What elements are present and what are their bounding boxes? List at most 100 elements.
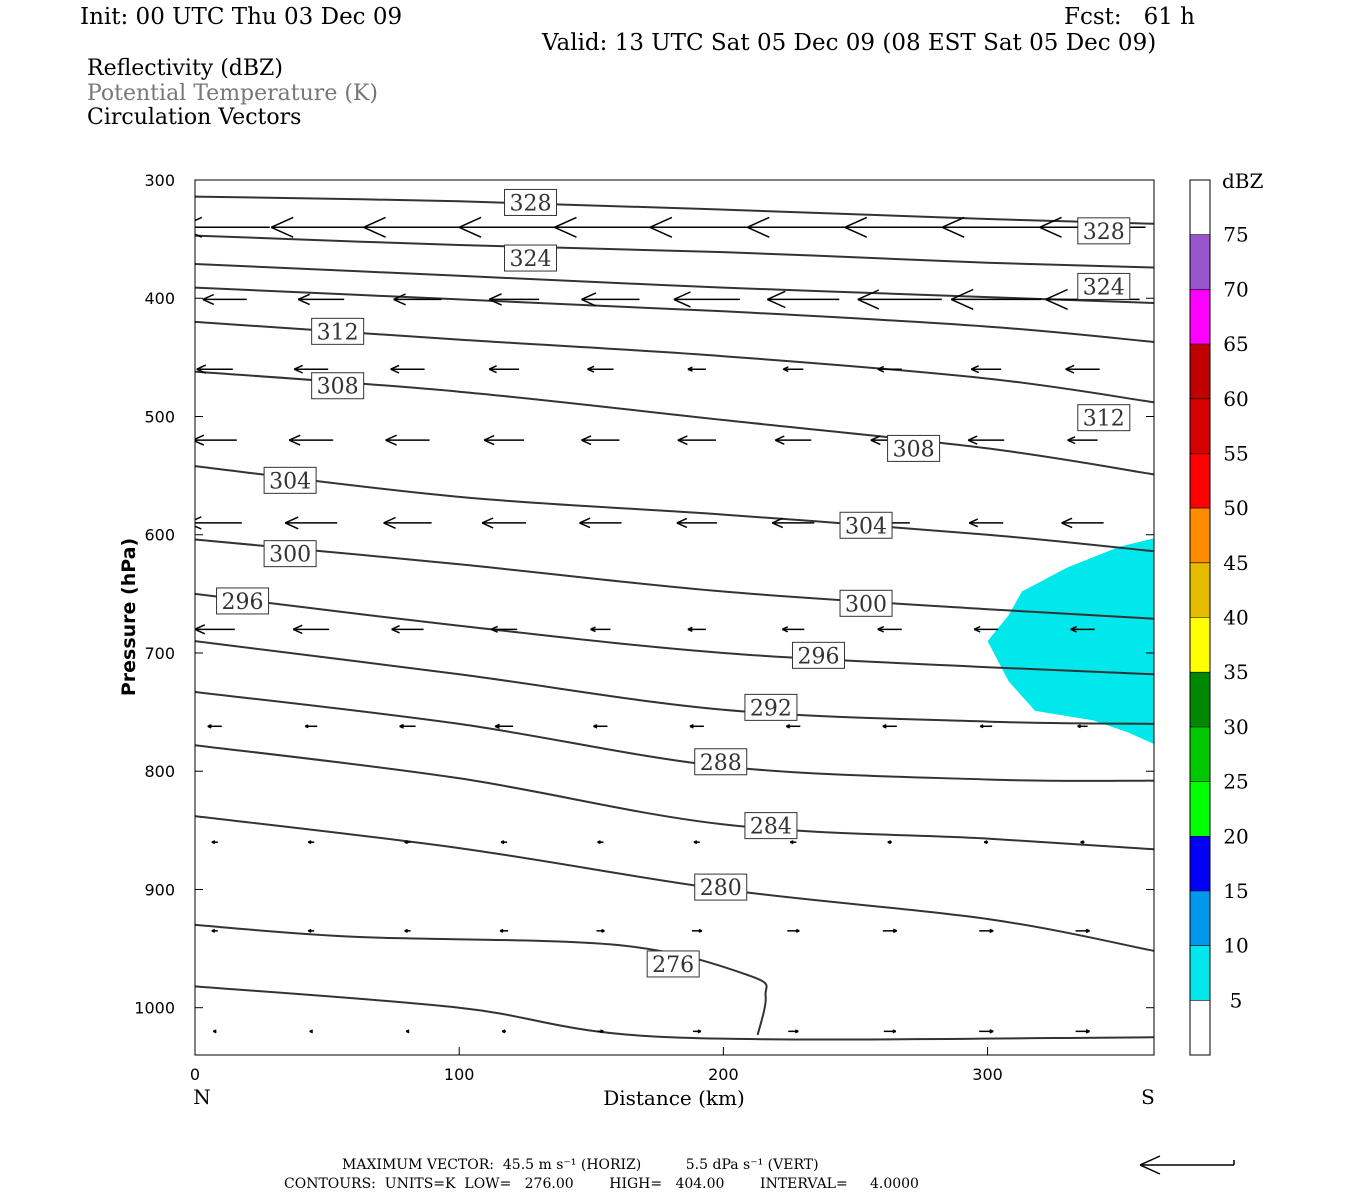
vector-arrow	[590, 626, 611, 633]
vector-arrow	[581, 292, 640, 307]
vector-arrow	[774, 435, 812, 445]
circulation-vectors	[195, 216, 1146, 1034]
contour-label-text: 288	[700, 751, 742, 776]
vector-arrow	[284, 516, 338, 530]
isentrope-304	[195, 465, 1154, 553]
vector-arrow	[196, 364, 233, 374]
contour-label-text: 276	[652, 953, 694, 978]
header-init: Init: 00 UTC Thu 03 Dec 09	[80, 4, 403, 30]
contour-label-328: 328	[504, 188, 558, 216]
contour-label-text: 280	[700, 876, 742, 901]
vector-arrow	[195, 624, 235, 635]
vector-arrow	[649, 216, 764, 238]
vector-arrow	[390, 364, 425, 374]
colorbar-swatch	[1190, 672, 1210, 727]
vector-arrow	[499, 928, 509, 933]
vector-arrow	[195, 434, 237, 446]
vector-arrow	[1061, 517, 1104, 529]
contour-label-text: 304	[845, 514, 887, 539]
vector-arrow	[692, 1029, 702, 1034]
vector-arrow	[877, 625, 902, 633]
vector-arrow	[488, 365, 520, 374]
vector-arrow	[746, 216, 860, 238]
contour-label-text: 308	[317, 375, 359, 400]
vector-arrow	[292, 624, 330, 635]
contour-label-text: 328	[1083, 220, 1125, 245]
vector-arrow	[1075, 928, 1090, 934]
colorbar-swatch	[1190, 398, 1210, 454]
vector-arrow	[458, 216, 570, 238]
vector-arrow	[383, 516, 432, 529]
header-fcst: Fcst: 61 h	[1064, 4, 1195, 30]
contour-label-324: 324	[504, 244, 558, 272]
vector-arrow	[483, 434, 525, 446]
vector-arrow	[393, 293, 442, 306]
contour-label-text: 296	[797, 644, 839, 669]
vector-arrow	[270, 216, 372, 238]
contour-label-276: 276	[646, 950, 700, 978]
contour-label-text: 308	[893, 437, 935, 462]
contour-label-308: 308	[311, 372, 365, 400]
vector-arrow	[501, 1029, 507, 1034]
vector-arrow	[771, 517, 815, 529]
isentrope-284	[195, 744, 1154, 851]
vector-arrow	[676, 517, 717, 529]
colorbar-swatch	[1190, 180, 1210, 235]
vector-arrow	[596, 928, 605, 933]
x-axis-left-end: N	[193, 1085, 211, 1109]
y-tick-label: 900	[144, 880, 175, 899]
vector-arrow	[304, 724, 318, 729]
isentrope-324	[195, 234, 1154, 269]
vector-arrow	[857, 289, 942, 310]
vector-arrow	[399, 723, 416, 729]
colorbar-swatch	[1190, 344, 1210, 399]
contour-label-text: 324	[510, 247, 552, 272]
vector-arrow	[691, 928, 703, 933]
contour-label-288: 288	[694, 748, 748, 776]
colorbar-swatch	[1190, 945, 1210, 1001]
vector-arrow	[288, 434, 334, 446]
contour-label-text: 312	[317, 320, 359, 345]
colorbar-level-label: 50	[1223, 496, 1248, 520]
contour-label-280: 280	[694, 873, 748, 901]
y-tick-label: 1000	[134, 999, 175, 1018]
vector-arrow	[597, 840, 604, 845]
vector-arrow	[202, 293, 247, 306]
vector-arrow	[979, 1029, 994, 1034]
vector-arrow	[211, 840, 218, 845]
contour-label-312: 312	[1077, 404, 1131, 432]
colorbar: 5 10 15 20 25 30 35 40 45 50 55 60 65 70 75	[1189, 179, 1249, 1056]
contour-label-text: 300	[845, 592, 887, 617]
vector-arrow	[309, 1029, 314, 1034]
y-tick-label: 800	[144, 762, 175, 781]
vector-arrow	[581, 435, 620, 446]
y-tick-label: 300	[144, 171, 175, 190]
colorbar-swatch	[1190, 1000, 1210, 1055]
colorbar-swatch	[1190, 289, 1210, 345]
x-tick-label: 100	[444, 1065, 475, 1084]
colorbar-level-label: 25	[1223, 770, 1248, 794]
vector-arrow	[789, 840, 797, 845]
vector-arrow	[385, 434, 430, 446]
y-tick-label: 600	[144, 526, 175, 545]
colorbar-level-label: 55	[1223, 441, 1248, 465]
y-tick-label: 400	[144, 289, 175, 308]
vector-arrow	[782, 366, 804, 373]
vector-arrow	[307, 928, 315, 933]
isentrope-292	[195, 640, 1154, 725]
vector-arrow	[877, 365, 902, 373]
vector-arrow	[1070, 625, 1095, 633]
vector-arrow	[979, 724, 993, 729]
contour-label-304: 304	[839, 511, 893, 539]
vector-arrow	[673, 291, 740, 308]
max-vector-reference-arrow	[1139, 1155, 1235, 1175]
vector-arrow	[597, 1029, 604, 1034]
colorbar-level-label: 35	[1223, 660, 1248, 684]
reflectivity-fill	[987, 538, 1154, 744]
field-title-theta: Potential Temperature (K)	[87, 81, 378, 106]
colorbar-swatch	[1190, 234, 1210, 290]
vector-arrow	[293, 364, 329, 374]
vector-arrow	[882, 928, 898, 934]
colorbar-level-label: 60	[1223, 387, 1248, 411]
